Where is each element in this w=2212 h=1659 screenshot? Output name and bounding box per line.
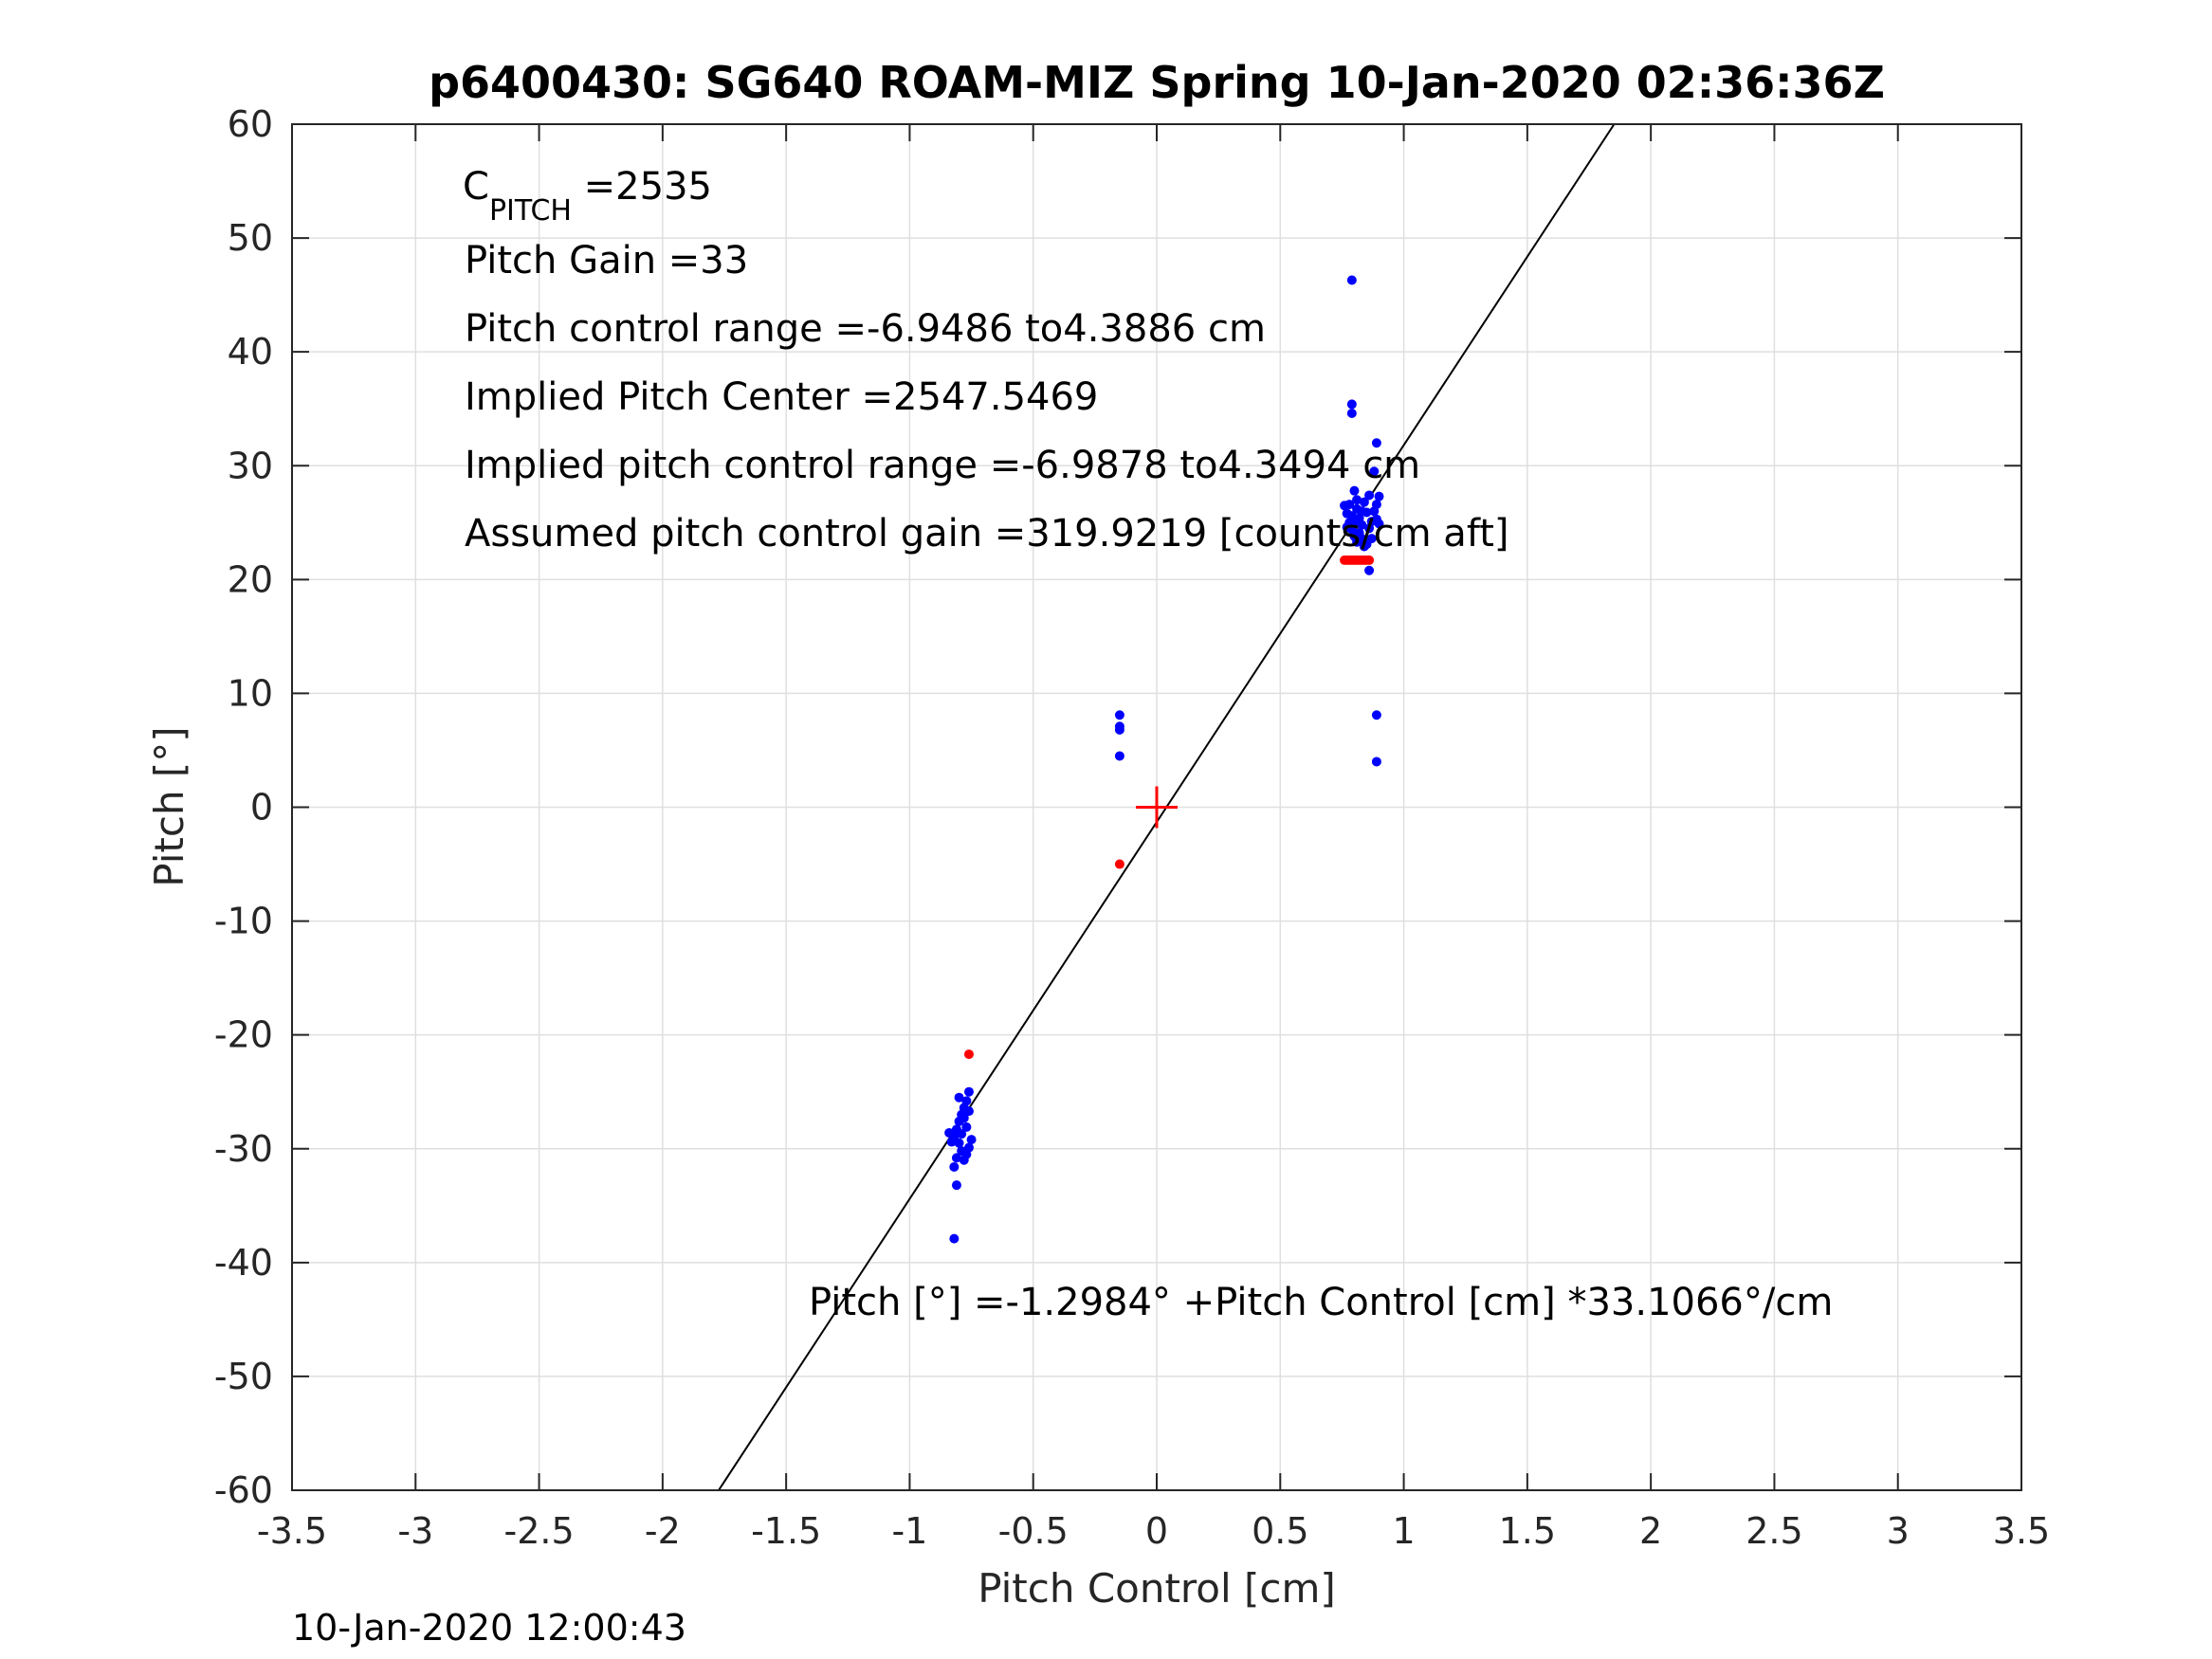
plot-clip-group	[718, 124, 1616, 1490]
blue-data-point	[961, 1121, 972, 1132]
fit-equation-annotation: Pitch [°] =-1.2984° +Pitch Control [cm] …	[809, 1281, 1833, 1324]
y-tick-label: -20	[214, 1014, 273, 1056]
x-tick-labels: -3.5 -3 -2.5 -2 -1.5 -1 -0.5 0 0.5 1 1.5 2 2.5 3 3.5	[257, 1510, 2050, 1552]
x-tick-label: -0.5	[998, 1510, 1069, 1552]
blue-data-point	[963, 1086, 974, 1097]
x-tick-label: -3	[397, 1510, 433, 1552]
y-tick-labels: 60 50 40 30 20 10 0 -10 -20 -30 -40 -50 -60	[214, 103, 273, 1511]
x-tick-label: -2	[645, 1510, 681, 1552]
blue-data-point	[1114, 724, 1124, 735]
pitch-control-range-annotation: Pitch control range =-6.9486 to4.3886 cm	[465, 307, 1266, 351]
y-tick-label: 60	[228, 103, 273, 145]
blue-data-point	[1357, 520, 1367, 530]
red-data-point	[963, 1049, 974, 1060]
x-tick-label: 3.5	[1993, 1510, 2050, 1552]
x-tick-label: -1.5	[751, 1510, 821, 1552]
blue-data-point	[963, 1106, 974, 1117]
red-data-point	[1114, 859, 1124, 869]
blue-data-point	[954, 1138, 964, 1148]
blue-data-point	[1346, 511, 1357, 521]
red-data-point	[1364, 555, 1375, 565]
blue-data-point	[1357, 534, 1367, 544]
x-tick-label: 2.5	[1746, 1510, 1802, 1552]
c-pitch-symbol: C	[463, 165, 489, 209]
blue-data-point	[951, 1180, 961, 1191]
blue-data-point	[1364, 490, 1375, 501]
blue-data-point	[946, 1137, 957, 1147]
x-tick-label: 1	[1392, 1510, 1415, 1552]
blue-data-point	[944, 1127, 955, 1138]
assumed-gain-annotation: Assumed pitch control gain =319.9219 [co…	[465, 512, 1508, 556]
blue-data-point	[1114, 710, 1124, 720]
blue-data-point	[1344, 500, 1355, 510]
blue-data-point	[1364, 565, 1375, 575]
pitch-gain-annotation: Pitch Gain =33	[465, 239, 748, 283]
blue-data-point	[954, 1092, 964, 1103]
y-tick-label: 20	[228, 558, 273, 600]
blue-data-point	[1369, 466, 1380, 477]
blue-data-point	[959, 1113, 969, 1123]
blue-data-point	[966, 1135, 977, 1145]
c-pitch-annotation: CPITCH =2535	[463, 165, 712, 228]
blue-data-point	[1357, 506, 1367, 517]
y-axis-label: Pitch [°]	[146, 726, 192, 886]
x-tick-label: -1	[891, 1510, 927, 1552]
y-tick-label: -50	[214, 1356, 273, 1397]
data-points	[944, 275, 1384, 1244]
center-marker	[1136, 786, 1178, 829]
blue-data-point	[1374, 519, 1384, 529]
c-pitch-subscript: PITCH	[489, 194, 572, 228]
blue-data-point	[1359, 497, 1369, 507]
blue-data-point	[1371, 438, 1381, 448]
c-pitch-value: =2535	[572, 165, 712, 209]
y-tick-label: 0	[250, 787, 273, 829]
x-tick-label: 0.5	[1252, 1510, 1308, 1552]
blue-data-point	[1346, 275, 1357, 285]
y-tick-label: 10	[228, 672, 273, 714]
chart-title: p6400430: SG640 ROAM-MIZ Spring 10-Jan-2…	[429, 57, 1885, 108]
y-tick-label: 30	[228, 445, 273, 486]
blue-data-point	[949, 1233, 960, 1244]
blue-data-point	[1371, 710, 1381, 720]
x-tick-label: -3.5	[257, 1510, 327, 1552]
x-tick-label: 2	[1639, 1510, 1662, 1552]
blue-data-point	[1371, 500, 1381, 510]
blue-data-point	[1114, 751, 1124, 761]
y-tick-label: -60	[214, 1469, 273, 1511]
y-tick-label: -40	[214, 1242, 273, 1284]
axes-box	[291, 123, 2022, 1491]
y-tick-label: 50	[228, 217, 273, 259]
blue-data-point	[1346, 409, 1357, 419]
blue-data-point	[1371, 757, 1381, 767]
blue-data-point	[957, 1129, 967, 1139]
blue-data-point	[1346, 399, 1357, 410]
x-tick-label: 1.5	[1499, 1510, 1556, 1552]
implied-pitch-center-annotation: Implied Pitch Center =2547.5469	[465, 375, 1098, 419]
blue-data-point	[951, 1153, 961, 1163]
tick-marks	[291, 123, 2022, 1491]
blue-data-point	[957, 1146, 967, 1157]
x-tick-label: 0	[1145, 1510, 1168, 1552]
implied-pitch-control-range-annotation: Implied pitch control range =-6.9878 to4…	[465, 444, 1420, 487]
y-tick-label: 40	[228, 331, 273, 373]
blue-data-point	[1366, 517, 1377, 527]
blue-data-point	[1342, 522, 1352, 533]
blue-data-point	[949, 1161, 960, 1172]
x-tick-label: -2.5	[503, 1510, 574, 1552]
footer-timestamp: 10-Jan-2020 12:00:43	[292, 1607, 686, 1649]
blue-data-point	[1352, 495, 1362, 505]
blue-data-point	[1374, 491, 1384, 501]
x-axis-label: Pitch Control [cm]	[978, 1565, 1336, 1612]
y-tick-label: -10	[214, 901, 273, 942]
blue-data-point	[1349, 485, 1360, 496]
x-tick-label: 3	[1887, 1510, 1910, 1552]
blue-data-point	[959, 1155, 969, 1165]
y-tick-label: -30	[214, 1128, 273, 1170]
